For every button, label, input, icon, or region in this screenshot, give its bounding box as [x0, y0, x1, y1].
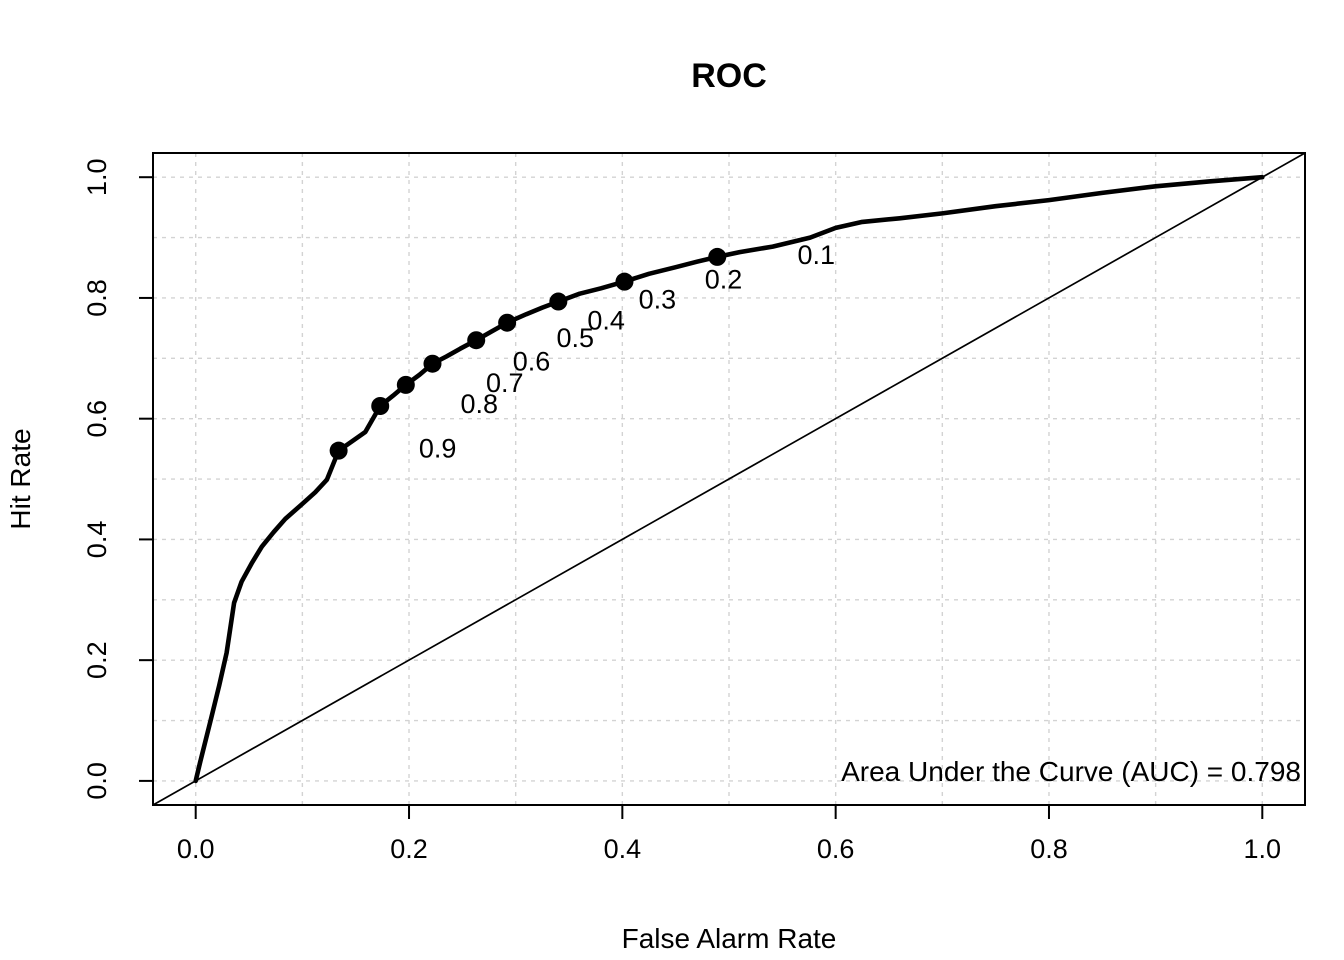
x-tick-label: 0.8: [1030, 834, 1068, 864]
x-tick-label: 1.0: [1244, 834, 1282, 864]
threshold-point-marker: [467, 331, 486, 350]
plot-frame: [152, 152, 1306, 806]
threshold-point-label: 0.9: [419, 434, 457, 464]
threshold-point-marker: [396, 375, 415, 394]
x-tick-label: 0.2: [390, 834, 428, 864]
threshold-point-label: 0.8: [460, 389, 498, 419]
threshold-point-label: 0.7: [486, 368, 524, 398]
threshold-point-label: 0.2: [705, 265, 743, 295]
roc-curve: [193, 174, 1265, 784]
grid-layer: [153, 153, 1305, 805]
threshold-labels-layer: 0.1 0.2 0.3 0.40.50.60.70.80.9: [419, 240, 835, 464]
threshold-points-layer: [329, 247, 727, 460]
auc-annotation: Area Under the Curve (AUC) = 0.798: [841, 756, 1301, 787]
chart-title: ROC: [691, 57, 767, 95]
y-tick-label: 0.0: [82, 762, 112, 800]
threshold-point-marker: [423, 354, 442, 373]
threshold-point-marker: [615, 272, 634, 291]
threshold-point-marker: [549, 292, 568, 311]
x-tick-label: 0.0: [177, 834, 215, 864]
threshold-point-label: 0.4: [587, 306, 625, 336]
x-tick-label: 0.4: [604, 834, 642, 864]
threshold-point-marker: [371, 397, 390, 416]
chance-diagonal-line: [152, 152, 1306, 806]
threshold-point-label: 0.3: [639, 285, 677, 315]
y-tick-label: 0.2: [82, 641, 112, 679]
y-tick-label: 1.0: [82, 158, 112, 196]
x-axis-label: False Alarm Rate: [622, 923, 837, 954]
y-tick-label: 0.6: [82, 400, 112, 438]
y-axis-ticks: 0.0 0.2 0.4 0.6 0.8 1.0: [82, 158, 153, 800]
threshold-point-marker: [498, 313, 517, 332]
x-tick-label: 0.6: [817, 834, 855, 864]
y-tick-label: 0.4: [82, 521, 112, 559]
threshold-point-marker: [329, 441, 348, 460]
threshold-point-label: 0.6: [513, 347, 551, 377]
threshold-point-marker: [708, 247, 727, 266]
threshold-point-label: 0.5: [556, 323, 594, 353]
x-axis-ticks: 0.0 0.2 0.4 0.6 0.8 1.0: [177, 805, 1281, 864]
y-tick-label: 0.8: [82, 279, 112, 317]
threshold-point-label: 0.1: [797, 240, 835, 270]
y-axis-label: Hit Rate: [5, 428, 36, 529]
